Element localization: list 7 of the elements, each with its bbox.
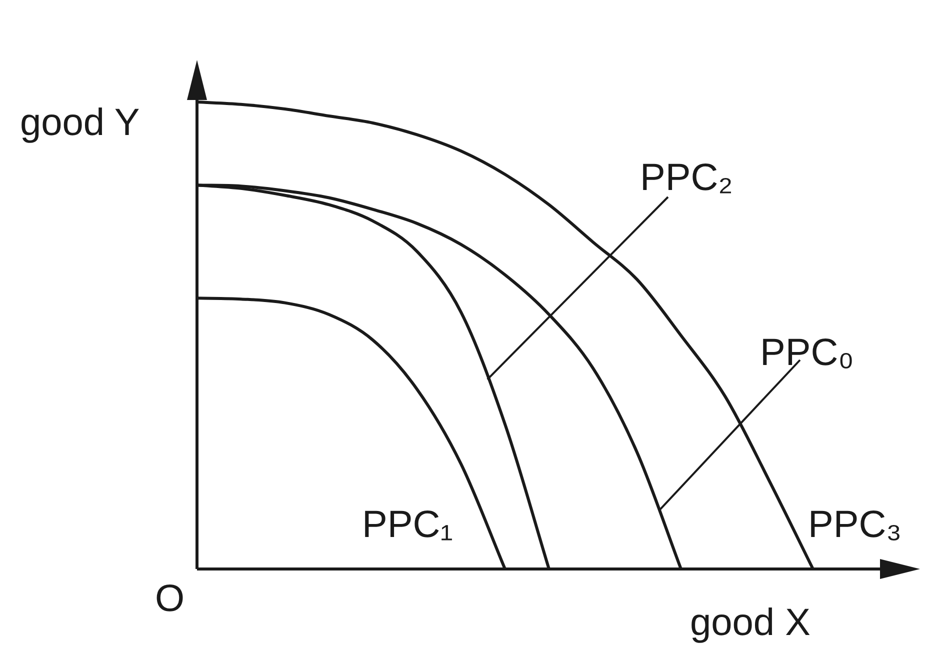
series-label: PPC₃ [808,504,902,546]
y-axis-title: good Y [20,102,140,144]
text: O [155,578,185,620]
text: PPC₂ [640,157,733,199]
x-axis-title: good X [690,602,810,644]
series-label: PPC₁ [362,504,453,546]
text: PPC₀ [760,332,854,374]
